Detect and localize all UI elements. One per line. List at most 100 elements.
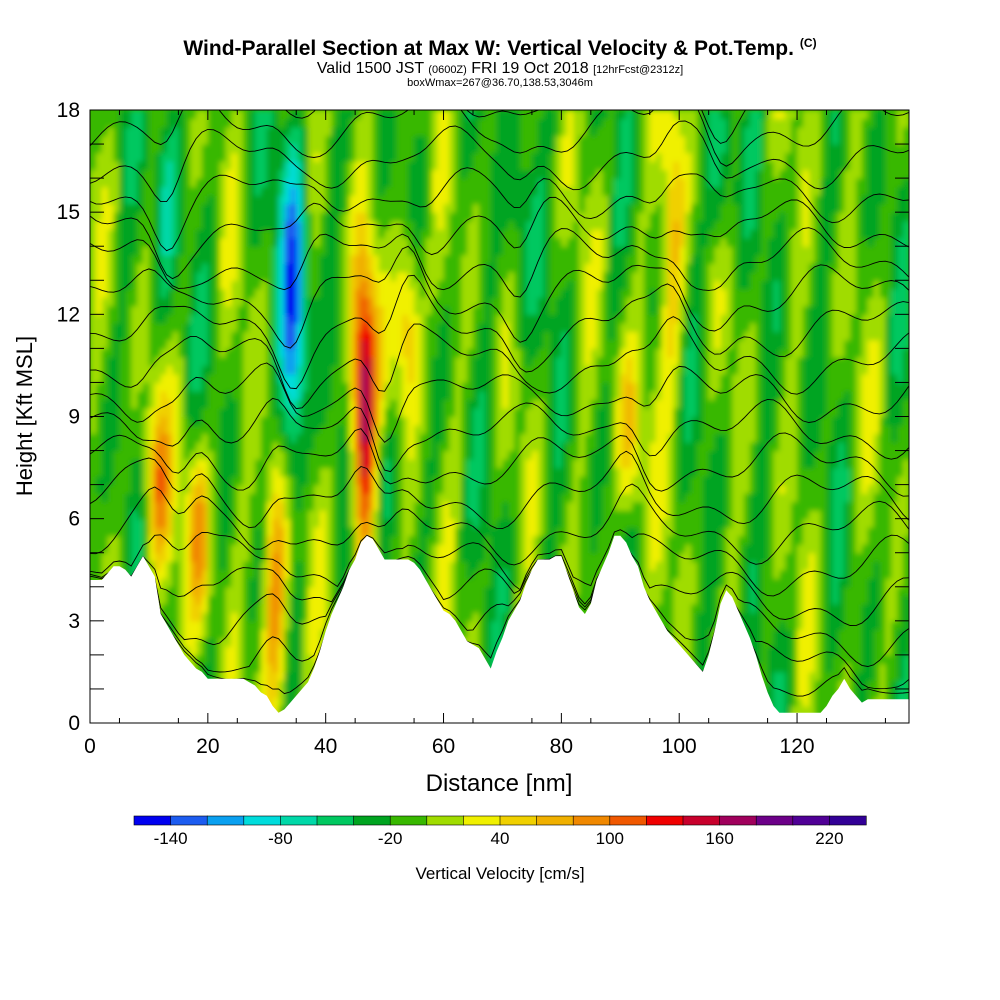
field-cell (237, 305, 244, 315)
field-cell (131, 476, 138, 486)
field-cell (260, 297, 268, 307)
field-cell (449, 578, 456, 588)
field-cell (190, 144, 197, 154)
field-cell (390, 518, 397, 528)
field-cell (478, 203, 486, 213)
field-cell (390, 271, 397, 281)
field-cell (431, 339, 439, 349)
field-cell (113, 322, 121, 332)
field-cell (443, 433, 451, 443)
field-cell (325, 203, 333, 213)
field-cell (207, 195, 215, 205)
field-cell (467, 373, 474, 384)
field-cell (249, 339, 256, 349)
field-cell (172, 552, 179, 562)
field-cell (243, 331, 250, 341)
field-cell (101, 169, 109, 179)
field-cell (484, 484, 492, 494)
field-cell (278, 501, 286, 511)
field-cell (113, 254, 121, 264)
field-cell (313, 161, 321, 171)
field-cell (302, 144, 309, 154)
field-cell (166, 595, 174, 605)
field-cell (260, 620, 268, 630)
field-cell (178, 144, 185, 154)
field-cell (272, 373, 280, 384)
field-cell (231, 203, 238, 213)
field-cell (254, 110, 262, 120)
field-cell (166, 322, 174, 332)
field-cell (296, 331, 303, 341)
field-cell (113, 348, 121, 358)
field-cell (266, 220, 274, 230)
field-cell (431, 288, 439, 298)
field-cell (231, 118, 238, 128)
field-cell (290, 493, 297, 503)
field-cell (272, 331, 280, 341)
field-cell (207, 459, 215, 469)
field-cell (366, 186, 374, 196)
field-cell (272, 629, 280, 639)
field-cell (284, 212, 291, 222)
field-cell (308, 178, 315, 188)
field-cell (408, 467, 415, 477)
field-cell (325, 161, 333, 171)
field-cell (384, 178, 392, 188)
field-cell (278, 297, 286, 307)
field-cell (154, 220, 162, 230)
field-cell (478, 314, 486, 324)
field-cell (431, 135, 439, 145)
field-cell (402, 493, 409, 503)
field-cell (467, 212, 474, 222)
field-cell (143, 467, 150, 477)
field-cell (213, 612, 221, 622)
field-cell (260, 578, 268, 588)
field-cell (343, 552, 350, 562)
field-cell (213, 518, 221, 528)
field-cell (349, 186, 356, 196)
field-cell (449, 212, 456, 222)
field-cell (308, 280, 315, 290)
field-cell (184, 569, 191, 579)
field-cell (302, 433, 309, 443)
field-cell (154, 229, 162, 239)
field-cell (478, 569, 486, 579)
field-cell (419, 195, 427, 205)
field-cell (396, 493, 403, 503)
field-cell (272, 544, 280, 554)
field-cell (408, 390, 415, 401)
field-cell (396, 356, 403, 367)
field-cell (372, 203, 380, 213)
field-cell (455, 203, 462, 213)
field-cell (207, 629, 215, 639)
field-cell (243, 135, 250, 145)
field-cell (207, 442, 215, 452)
field-cell (343, 229, 350, 239)
field-cell (166, 459, 174, 469)
field-cell (414, 178, 421, 188)
field-cell (166, 493, 174, 503)
field-cell (219, 476, 227, 486)
field-cell (207, 144, 215, 154)
field-cell (184, 603, 191, 613)
field-cell (101, 110, 109, 120)
field-cell (296, 561, 303, 571)
field-cell (184, 135, 191, 145)
field-cell (219, 578, 227, 588)
field-cell (243, 544, 250, 554)
field-cell (113, 399, 121, 409)
field-cell (455, 110, 462, 120)
field-cell (172, 373, 179, 384)
field-cell (284, 425, 291, 435)
field-cell (414, 331, 421, 341)
field-cell (319, 493, 327, 503)
field-cell (290, 544, 297, 554)
field-cell (190, 501, 197, 511)
field-cell (419, 476, 427, 486)
field-cell (237, 459, 244, 469)
field-cell (178, 399, 185, 409)
field-cell (137, 271, 144, 281)
field-cell (278, 169, 286, 179)
field-cell (313, 356, 321, 367)
field-cell (249, 450, 256, 460)
